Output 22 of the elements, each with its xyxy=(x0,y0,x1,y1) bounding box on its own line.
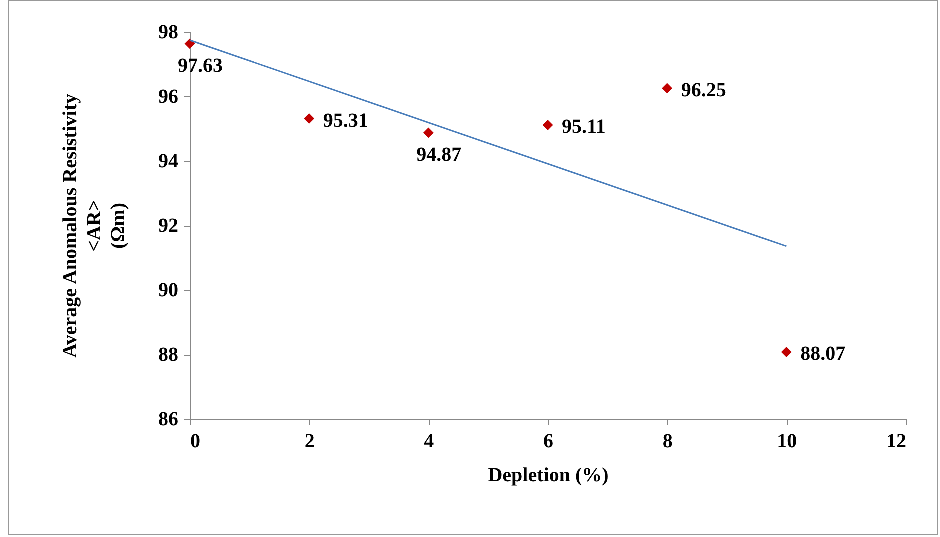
data-label: 97.63 xyxy=(178,54,223,77)
x-tick-label: 0 xyxy=(190,430,200,452)
data-label: 88.07 xyxy=(800,343,846,366)
y-axis-title: Average Anomalous Resistivity <AR> (Ωm) xyxy=(60,94,130,358)
y-tick-label: 92 xyxy=(158,215,178,237)
data-label: 96.25 xyxy=(681,79,726,102)
y-tick-label: 94 xyxy=(158,150,178,172)
y-tick-label: 86 xyxy=(158,408,178,430)
x-axis-title: Depletion (%) xyxy=(488,464,609,486)
data-label: 94.87 xyxy=(416,144,462,166)
y-tick-label: 90 xyxy=(158,280,178,302)
data-label: 95.31 xyxy=(323,110,368,132)
y-tick-label: 88 xyxy=(158,344,178,366)
data-label: 95.11 xyxy=(562,116,606,138)
y-tick-label: 96 xyxy=(158,86,178,108)
x-tick-label: 4 xyxy=(424,430,434,452)
x-tick-label: 8 xyxy=(662,430,673,452)
x-tick-label: 12 xyxy=(886,430,906,452)
y-tick-label: 98 xyxy=(158,22,178,44)
x-tick-label: 10 xyxy=(777,430,798,452)
x-tick-label: 2 xyxy=(304,430,315,452)
x-tick-label: 6 xyxy=(544,430,554,452)
